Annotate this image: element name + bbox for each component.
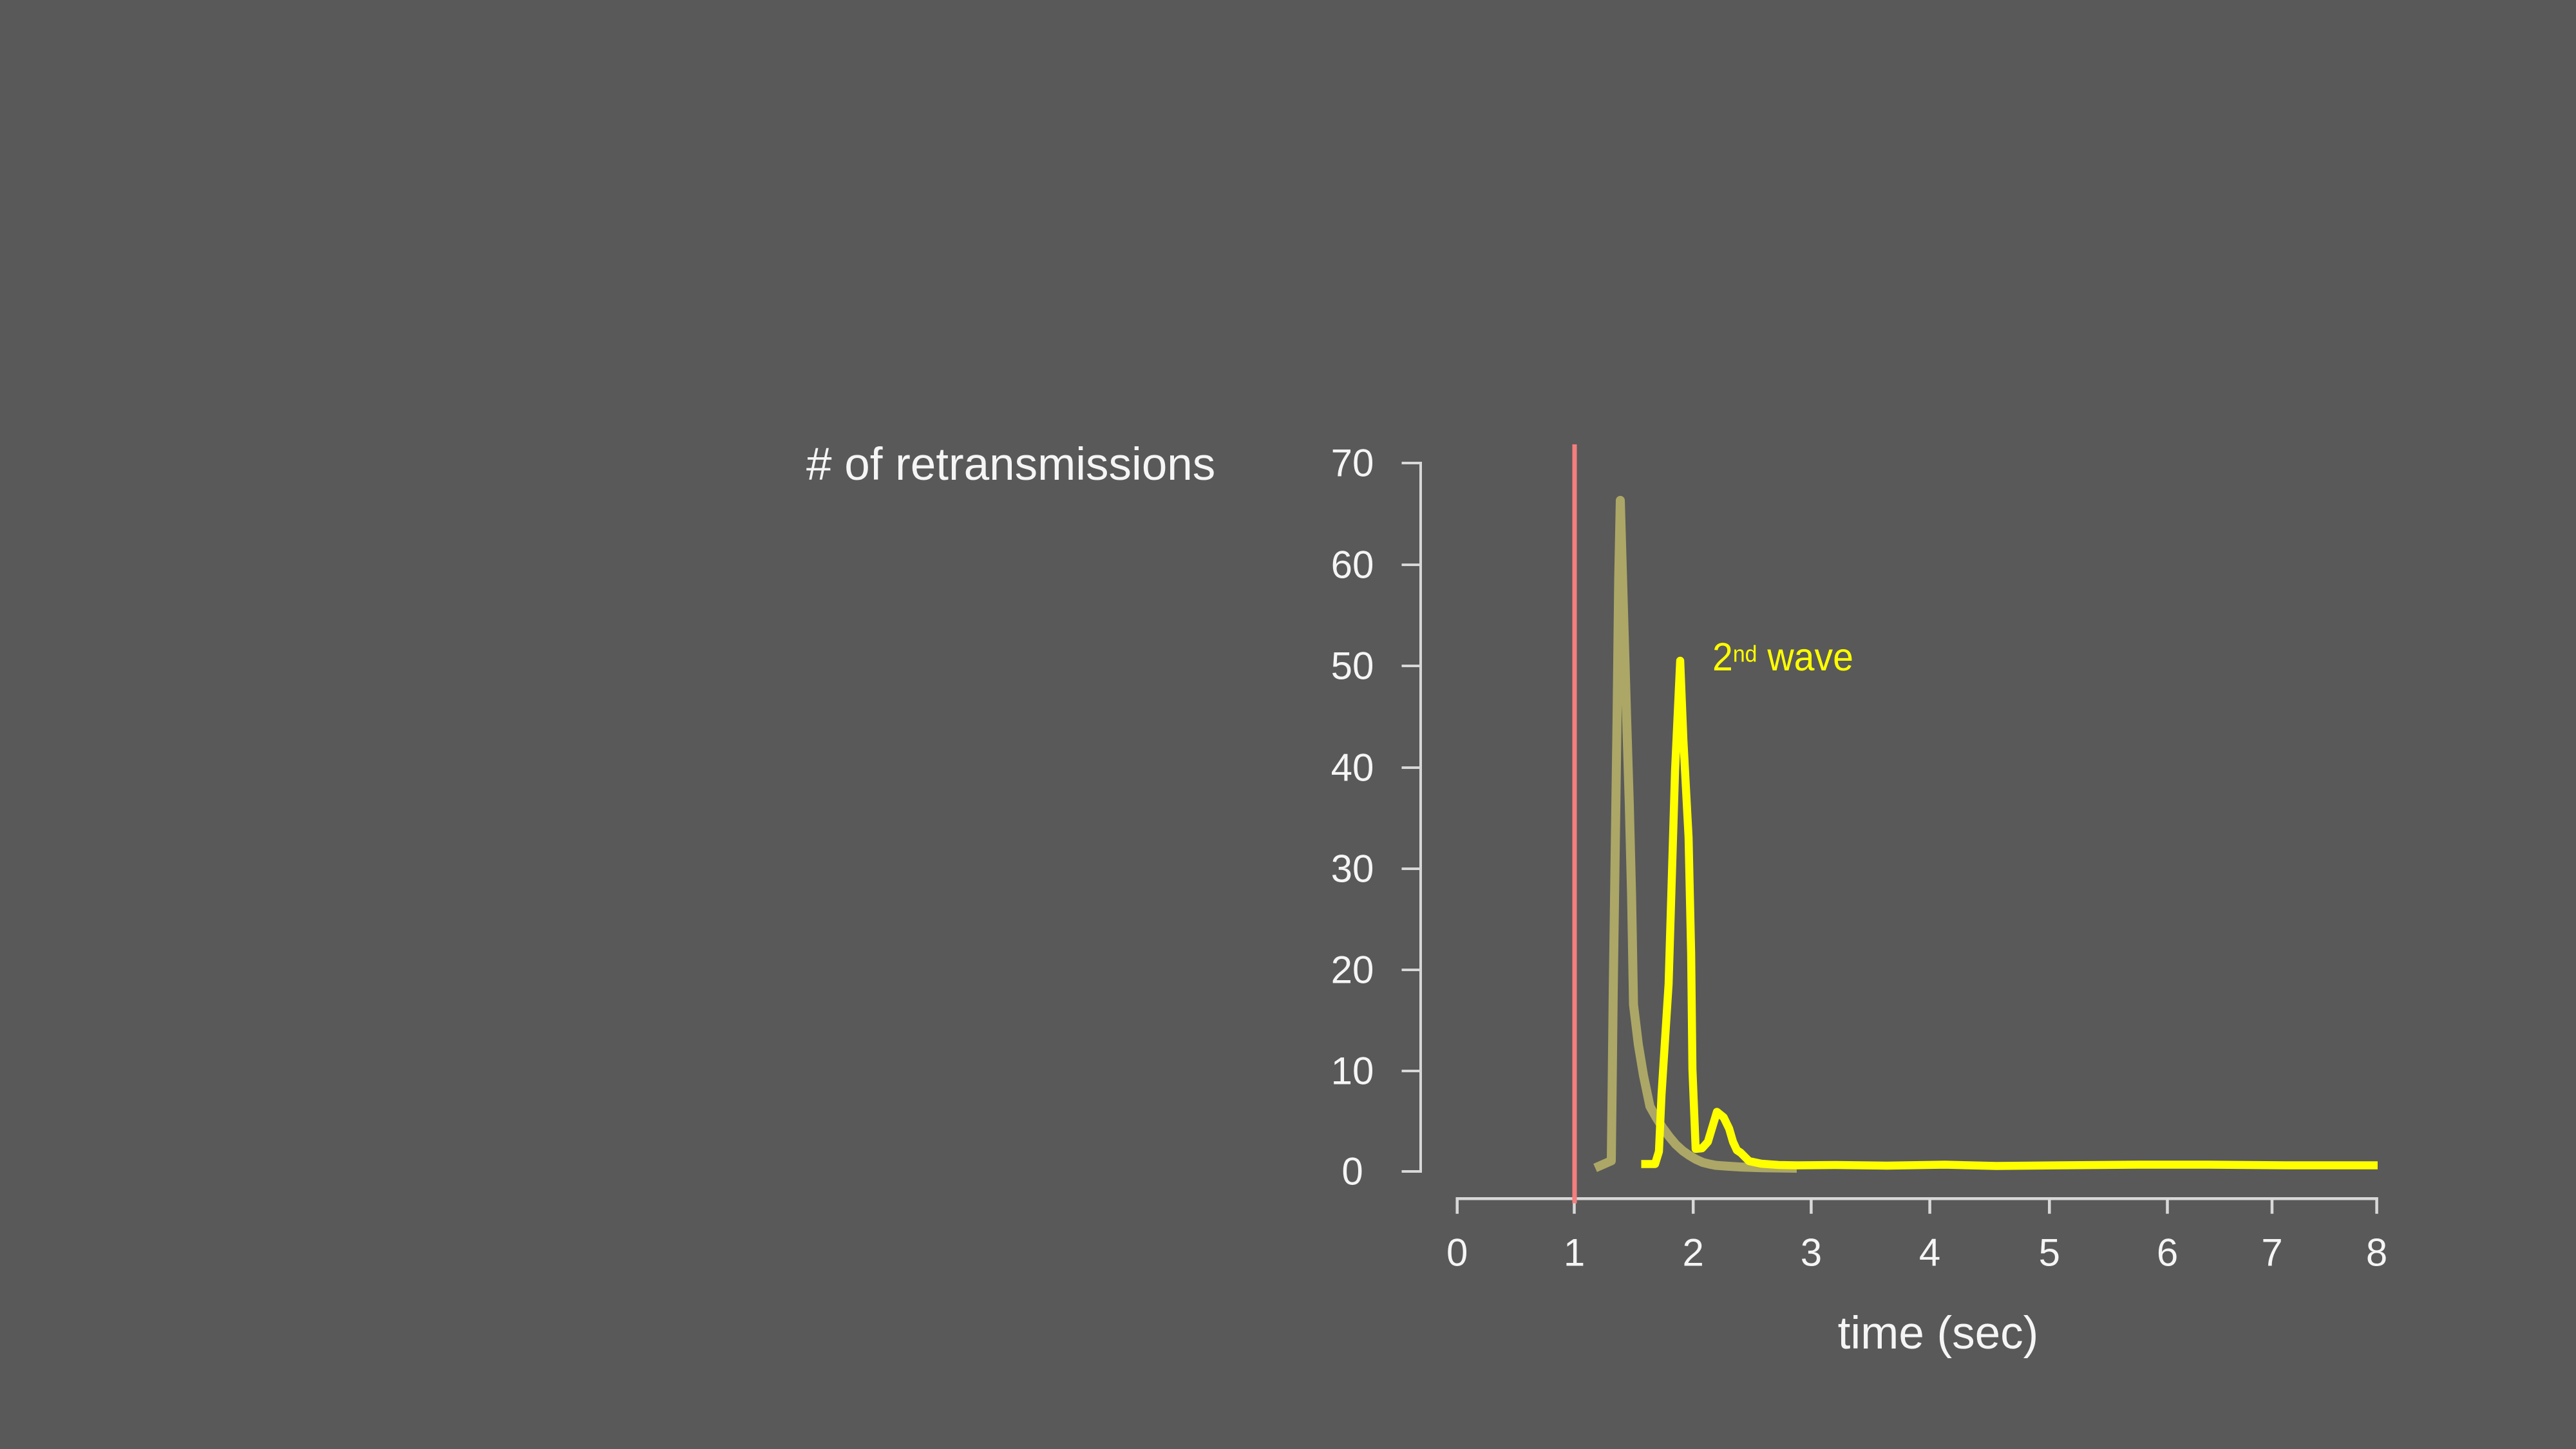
svg-text:70: 70 bbox=[1331, 442, 1374, 485]
svg-text:60: 60 bbox=[1331, 544, 1374, 587]
svg-text:50: 50 bbox=[1331, 645, 1374, 688]
svg-text:3: 3 bbox=[1801, 1231, 1822, 1274]
svg-text:# of retransmissions: # of retransmissions bbox=[806, 439, 1215, 490]
svg-text:1: 1 bbox=[1564, 1231, 1585, 1274]
svg-text:0: 0 bbox=[1446, 1231, 1468, 1274]
svg-text:5: 5 bbox=[2039, 1231, 2060, 1274]
svg-text:4: 4 bbox=[1919, 1231, 1940, 1274]
svg-text:20: 20 bbox=[1331, 949, 1374, 992]
svg-text:10: 10 bbox=[1331, 1050, 1374, 1093]
svg-text:8: 8 bbox=[2366, 1231, 2387, 1274]
svg-text:0: 0 bbox=[1341, 1150, 1363, 1193]
svg-text:6: 6 bbox=[2157, 1231, 2178, 1274]
svg-text:40: 40 bbox=[1331, 746, 1374, 790]
svg-text:time (sec): time (sec) bbox=[1838, 1308, 2039, 1359]
svg-text:7: 7 bbox=[2261, 1231, 2282, 1274]
svg-text:2: 2 bbox=[1683, 1231, 1704, 1274]
svg-text:30: 30 bbox=[1331, 848, 1374, 891]
